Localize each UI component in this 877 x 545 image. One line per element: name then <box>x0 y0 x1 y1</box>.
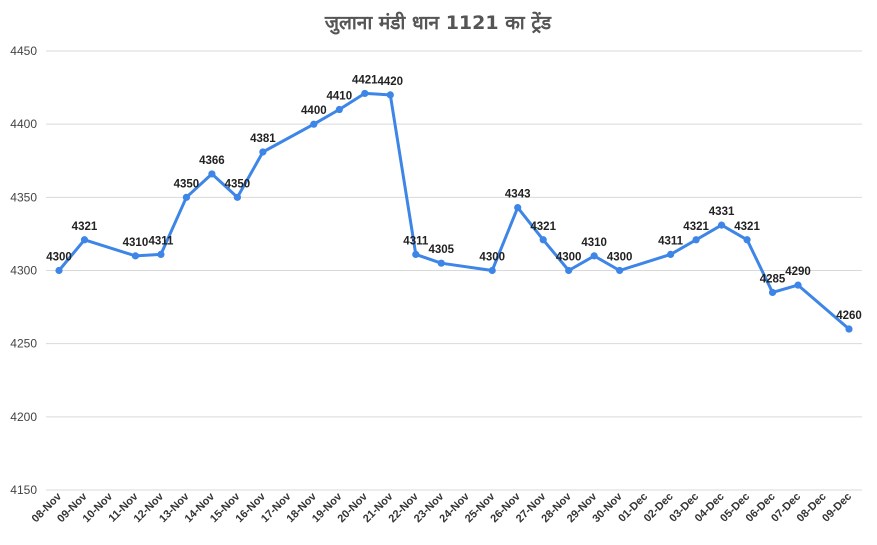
data-point <box>768 288 777 297</box>
chart-title: जुलाना मंडी धान 1121 का ट्रेंड <box>324 11 552 35</box>
data-label: 4310 <box>123 237 149 249</box>
data-label: 4311 <box>403 235 429 247</box>
y-axis-ticks: 4150 4200 4250 4300 4350 4400 4450 <box>10 44 37 497</box>
data-label: 4321 <box>530 221 556 233</box>
data-label: 4366 <box>199 155 225 167</box>
data-point <box>667 250 675 259</box>
data-point <box>361 89 369 98</box>
data-label: 4331 <box>709 206 735 218</box>
data-point <box>692 236 700 244</box>
data-point <box>616 266 624 275</box>
y-tick-label: 4150 <box>10 483 37 497</box>
data-point <box>386 91 394 99</box>
data-point <box>80 236 89 244</box>
gridlines <box>46 50 862 491</box>
data-label: 4350 <box>225 178 251 190</box>
data-label: 4420 <box>377 76 403 88</box>
data-label: 4421 <box>352 74 378 86</box>
data-label: 4260 <box>836 310 862 322</box>
x-axis-ticks: 08-Nov09-Nov10-Nov11-Nov12-Nov13-Nov14-N… <box>30 490 854 525</box>
data-point <box>488 266 496 275</box>
data-point <box>717 221 726 229</box>
data-label: 4300 <box>556 252 582 264</box>
data-label: 4381 <box>250 133 276 145</box>
series-layer <box>55 89 853 333</box>
data-point <box>743 236 751 244</box>
y-tick-label: 4250 <box>10 337 37 351</box>
data-label: 4321 <box>683 221 709 233</box>
data-point <box>565 266 573 275</box>
data-label: 4410 <box>327 91 353 103</box>
y-tick-label: 4450 <box>10 44 37 58</box>
data-point <box>310 120 318 128</box>
data-label: 4300 <box>46 252 72 264</box>
data-point <box>335 105 343 114</box>
y-tick-label: 4350 <box>10 190 37 204</box>
data-point <box>590 252 598 260</box>
data-point <box>208 170 216 178</box>
data-label: 4300 <box>479 252 505 264</box>
data-label: 4311 <box>658 235 684 247</box>
data-point <box>182 193 191 201</box>
y-tick-label: 4300 <box>10 264 37 278</box>
data-label: 4400 <box>301 105 327 117</box>
data-label: 4311 <box>148 235 174 247</box>
data-point <box>794 281 802 289</box>
data-point <box>157 250 165 259</box>
data-label: 4300 <box>607 252 633 264</box>
data-point <box>437 259 445 267</box>
y-tick-label: 4400 <box>10 117 37 131</box>
data-label: 4285 <box>760 273 786 285</box>
data-point <box>539 236 547 244</box>
data-label: 4350 <box>174 178 200 190</box>
data-point <box>845 325 853 333</box>
data-label: 4321 <box>734 221 760 233</box>
data-point <box>131 252 140 260</box>
data-point <box>259 148 267 156</box>
data-label: 4310 <box>581 237 607 249</box>
data-label: 4321 <box>72 221 98 233</box>
data-point <box>55 266 63 275</box>
data-label: 4305 <box>428 244 454 256</box>
data-point <box>233 193 241 201</box>
data-label: 4343 <box>505 189 531 201</box>
data-label: 4290 <box>785 266 811 278</box>
data-point <box>412 250 420 259</box>
y-tick-label: 4200 <box>10 410 37 424</box>
data-point <box>514 203 522 212</box>
